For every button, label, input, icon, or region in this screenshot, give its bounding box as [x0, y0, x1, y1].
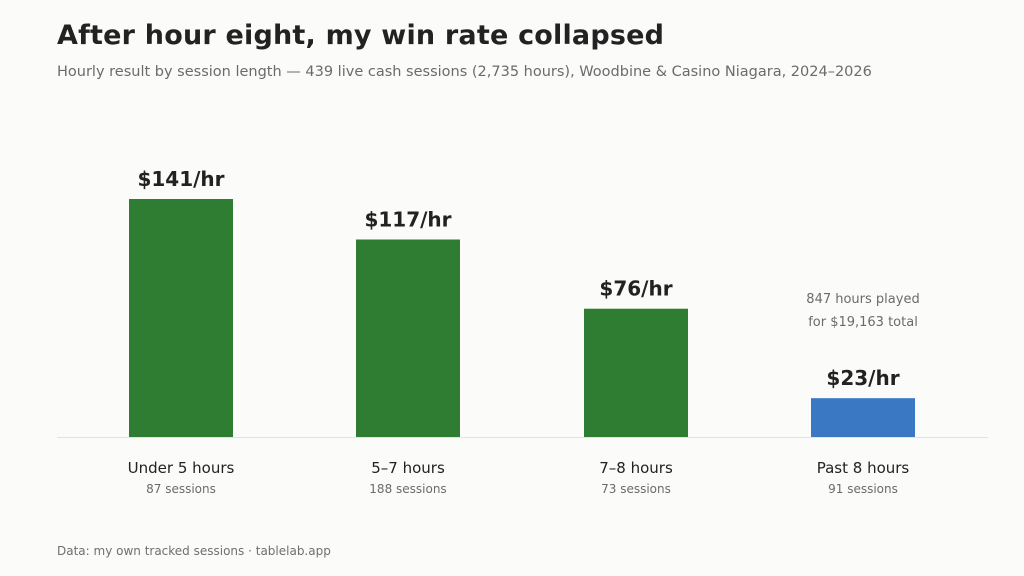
bar-value-label: $23/hr [826, 366, 899, 390]
source-note: Data: my own tracked sessions · tablelab… [57, 544, 331, 558]
category-label: 7–8 hours [599, 459, 673, 477]
bar-3 [584, 308, 688, 437]
category-label: 5–7 hours [371, 459, 445, 477]
category-sublabel: 188 sessions [369, 482, 446, 496]
bar-2 [356, 239, 460, 437]
chart-title: After hour eight, my win rate collapsed [57, 20, 665, 51]
bar-value-label: $141/hr [137, 167, 224, 191]
annotation-line: for $19,163 total [808, 315, 918, 330]
annotation-line: 847 hours played [806, 292, 919, 307]
category-label: Past 8 hours [817, 459, 910, 477]
category-sublabel: 73 sessions [601, 482, 671, 496]
bar-1 [129, 199, 233, 437]
bar-value-label: $117/hr [364, 208, 451, 232]
category-label: Under 5 hours [128, 459, 235, 477]
chart-subtitle: Hourly result by session length — 439 li… [57, 64, 872, 80]
category-sublabel: 87 sessions [146, 482, 216, 496]
bar-value-label: $76/hr [599, 277, 672, 301]
category-sublabel: 91 sessions [828, 482, 898, 496]
bar-4 [811, 398, 915, 437]
